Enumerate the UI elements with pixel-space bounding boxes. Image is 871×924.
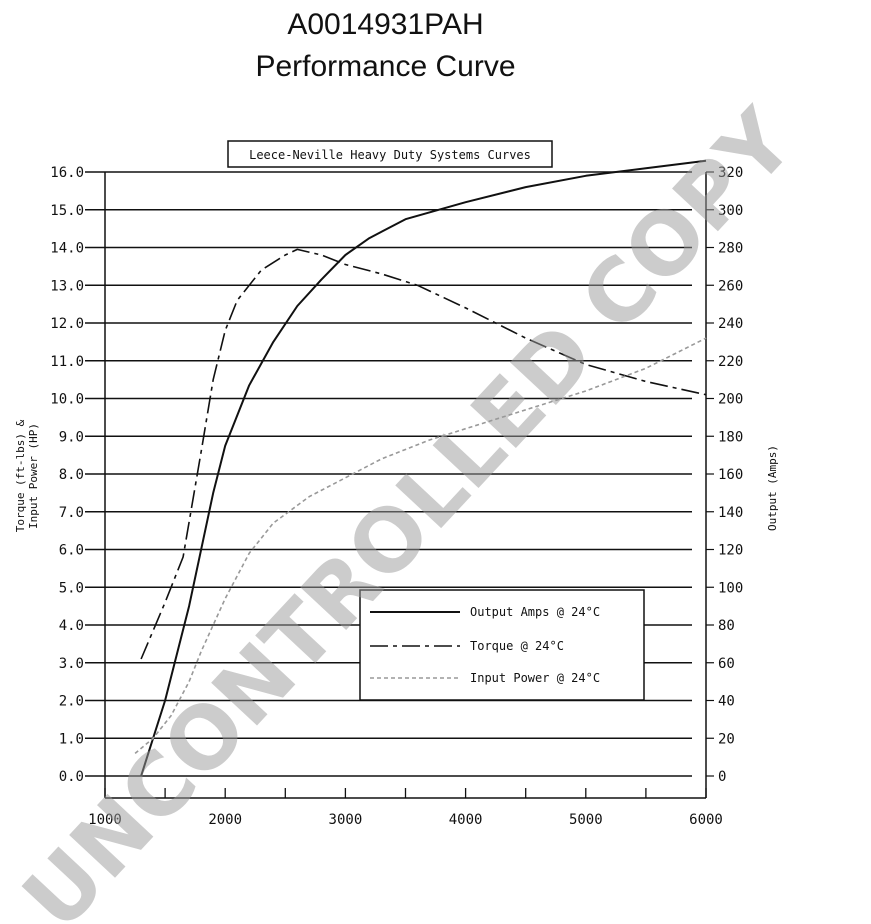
boxed-title-frame — [227, 140, 553, 168]
y-left-tick-label: 7.0 — [59, 505, 84, 521]
y-left-tick-label: 8.0 — [59, 467, 84, 483]
y-right-tick-label: 260 — [718, 278, 743, 294]
x-tick-label: 4000 — [449, 812, 483, 828]
y-right-tick-label: 120 — [718, 543, 743, 559]
watermark: UNCONTROLLED COPY — [4, 90, 814, 924]
y-right-tick-label: 80 — [718, 618, 735, 634]
y-right-tick-label: 20 — [718, 731, 735, 747]
y-right-tick-label: 280 — [718, 241, 743, 257]
y-left-tick-label: 11.0 — [50, 354, 84, 370]
y-left-tick-label: 1.0 — [59, 731, 84, 747]
title-performance-curve: Performance Curve — [255, 50, 516, 83]
y-left-axis-title-line1: Torque (ft-lbs) & — [14, 419, 27, 532]
x-tick-label: 6000 — [689, 812, 723, 828]
legend: Output Amps @ 24°C Torque @ 24°C Input Pow… — [359, 589, 645, 701]
y-right-tick-label: 40 — [718, 694, 735, 710]
y-right-tick-label: 200 — [718, 392, 743, 408]
y-right-axis-title-text: Output (Amps) — [766, 445, 779, 531]
x-tick-label: 3000 — [329, 812, 363, 828]
legend-entry-label: Input Power @ 24°C — [470, 671, 600, 685]
legend-entry-label: Output Amps @ 24°C — [470, 605, 600, 619]
y-left-tick-label: 14.0 — [50, 241, 84, 257]
y-right-tick-label: 60 — [718, 656, 735, 672]
y-right-tick-label: 100 — [718, 580, 743, 596]
y-left-tick-label: 3.0 — [59, 656, 84, 672]
series-line — [140, 159, 707, 777]
y-right-tick-label: 180 — [718, 429, 743, 445]
grid-layer — [85, 171, 692, 777]
y-left-tick-label: 16.0 — [50, 165, 84, 181]
x-tick-label: 5000 — [569, 812, 603, 828]
y-left-axis-title: Torque (ft-lbs) & Input Power (HP) — [14, 419, 40, 532]
y-left-tick-label: 15.0 — [50, 203, 84, 219]
y-left-tick-label: 12.0 — [50, 316, 84, 332]
y-right-tick-label: 160 — [718, 467, 743, 483]
x-tick-label: 2000 — [208, 812, 242, 828]
series-line — [134, 337, 707, 755]
y-right-tick-label: 220 — [718, 354, 743, 370]
legend-entry-label: Torque @ 24°C — [470, 639, 564, 653]
title-part-number: A0014931PAH — [287, 8, 484, 41]
y-left-axis-title-line2: Input Power (HP) — [27, 423, 40, 529]
y-left-tick-label: 6.0 — [59, 543, 84, 559]
y-right-tick-label: 240 — [718, 316, 743, 332]
y-right-tick-label: 140 — [718, 505, 743, 521]
page-title: A0014931PAH Performance Curve — [0, 4, 771, 88]
y-left-tick-label: 9.0 — [59, 429, 84, 445]
boxed-title-text: Leece-Neville Heavy Duty Systems Curves — [249, 148, 531, 162]
boxed-title: Leece-Neville Heavy Duty Systems Curves — [227, 140, 553, 168]
y-right-tick-label: 300 — [718, 203, 743, 219]
y-left-tick-label: 0.0 — [59, 769, 84, 785]
y-left-tick-label: 2.0 — [59, 694, 84, 710]
series-layer — [134, 159, 707, 777]
legend-frame — [359, 589, 645, 701]
x-tick-label: 1000 — [88, 812, 122, 828]
series-line — [140, 248, 707, 660]
y-right-tick-label: 320 — [718, 165, 743, 181]
y-left-tick-label: 5.0 — [59, 580, 84, 596]
labels-layer: 0.0 1.0 2.0 3.0 4.0 5.0 6.0 7.0 8.0 9.0 10.0 11.0 12… — [50, 165, 743, 828]
y-left-tick-label: 10.0 — [50, 392, 84, 408]
y-left-tick-label: 4.0 — [59, 618, 84, 634]
y-right-axis-title: Output (Amps) — [766, 445, 779, 531]
y-left-tick-label: 13.0 — [50, 278, 84, 294]
axes-layer — [104, 171, 714, 799]
y-right-tick-label: 0 — [718, 769, 726, 785]
